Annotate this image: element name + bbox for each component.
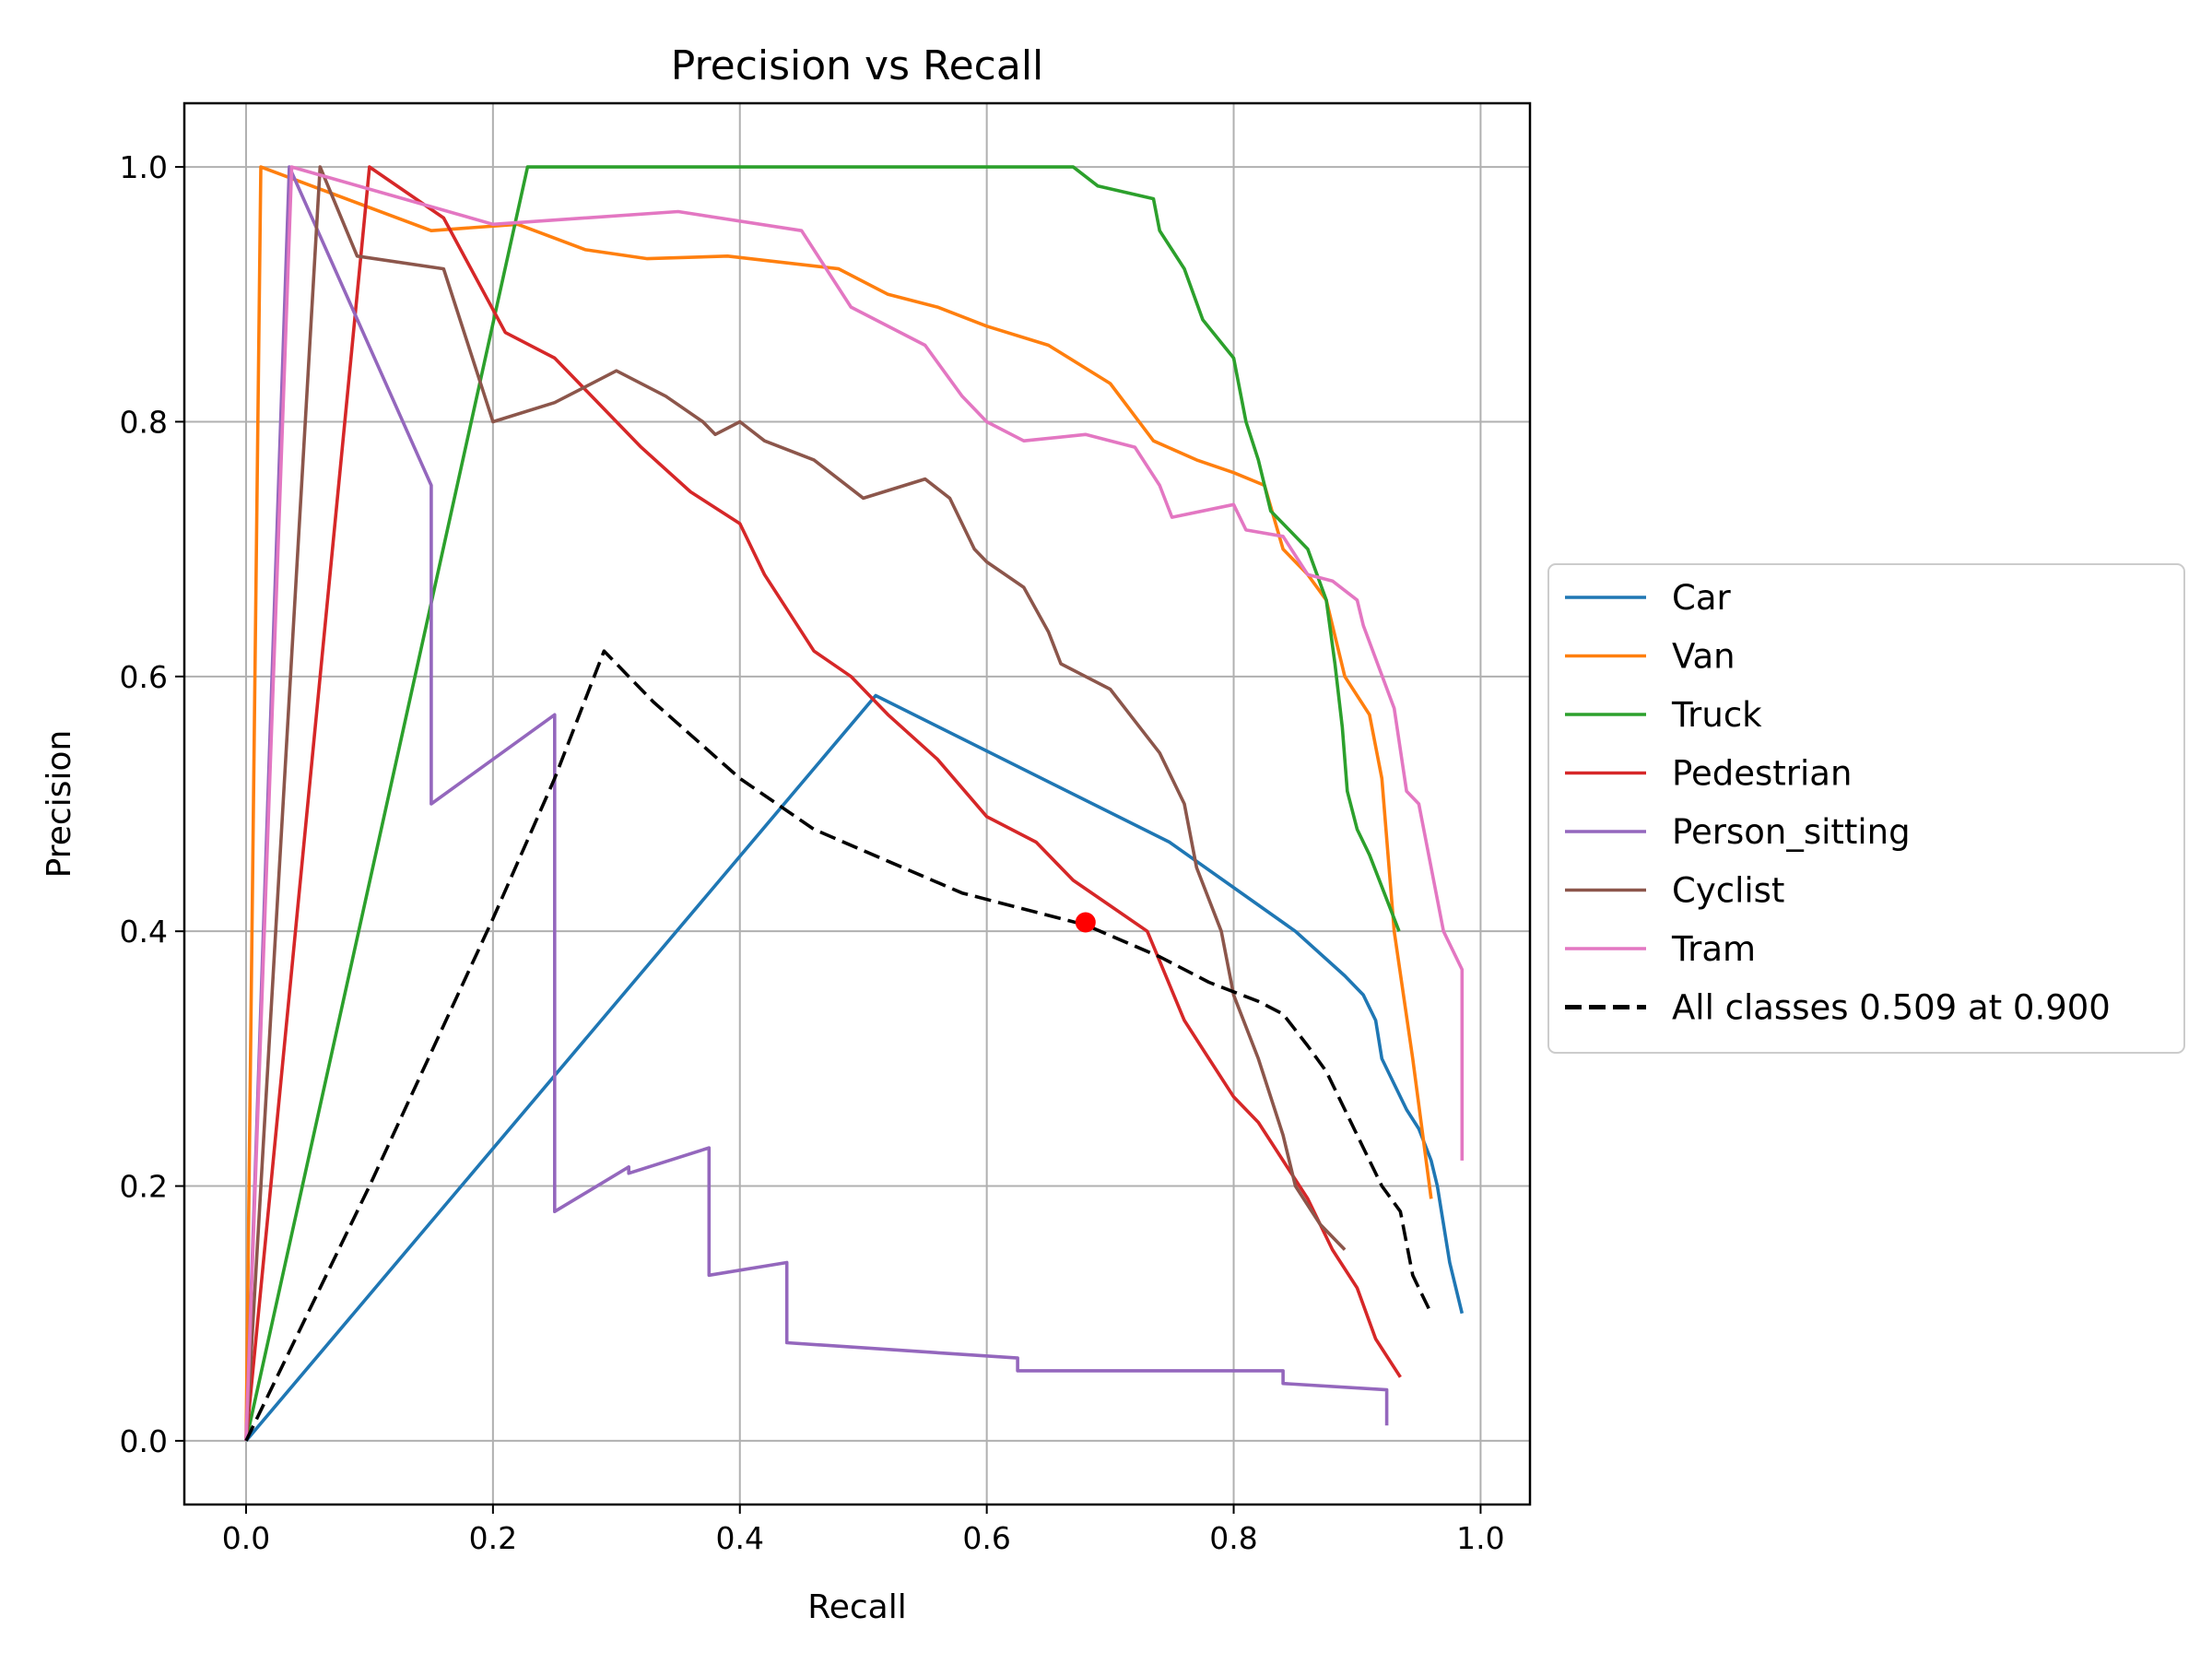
series-line-cyclist (244, 165, 1347, 1442)
series-line-van (244, 165, 1433, 1441)
series-line-person-sitting (244, 165, 1389, 1441)
series-group (244, 165, 1465, 1443)
x-tick-label: 0.0 (222, 1520, 270, 1556)
x-tick-label: 0.4 (716, 1520, 764, 1556)
y-tick-label: 1.0 (120, 149, 168, 185)
grid (184, 103, 1530, 1505)
series-line-truck (244, 165, 1401, 1442)
legend-label: Car (1672, 578, 1732, 618)
y-axis-label: Precision (41, 730, 78, 879)
y-tick-label: 0.6 (120, 659, 168, 695)
x-tick-label: 0.6 (962, 1520, 1010, 1556)
series-line-car (244, 693, 1465, 1443)
plot-frame (182, 101, 1532, 1506)
x-tick-label: 1.0 (1456, 1520, 1504, 1556)
annotations (1075, 912, 1096, 933)
legend-label: Truck (1671, 695, 1762, 735)
legend-label: Person_sitting (1672, 812, 1911, 852)
legend-label: Tram (1671, 929, 1756, 969)
legend-label: Van (1672, 637, 1735, 677)
chart-title: Precision vs Recall (671, 42, 1044, 89)
series-line-tram (244, 165, 1465, 1441)
axis-ticks: 0.0 0.2 0.4 0.6 0.8 1.0 0.0 0.2 0.4 0.6 0.8 1.0 (120, 149, 1505, 1556)
x-tick-label: 0.8 (1209, 1520, 1257, 1556)
y-tick-label: 0.8 (120, 404, 168, 440)
series-line-all-classes-0-509-at-0-900 (244, 649, 1433, 1442)
series-line-pedestrian (244, 165, 1402, 1442)
x-tick-label: 0.2 (469, 1520, 517, 1556)
legend-label: All classes 0.509 at 0.900 (1672, 988, 2111, 1028)
x-axis-label: Recall (807, 1588, 906, 1626)
legend: Car Van Truck Pedestrian Person_sitting Cycli… (1547, 563, 2185, 1054)
legend-label: Pedestrian (1672, 754, 1852, 794)
y-tick-label: 0.2 (120, 1169, 168, 1205)
y-tick-label: 0.4 (120, 914, 168, 950)
highlight-point (1075, 912, 1096, 933)
legend-box (1547, 563, 2185, 1054)
legend-label: Cyclist (1672, 871, 1784, 911)
y-tick-label: 0.0 (120, 1423, 168, 1459)
